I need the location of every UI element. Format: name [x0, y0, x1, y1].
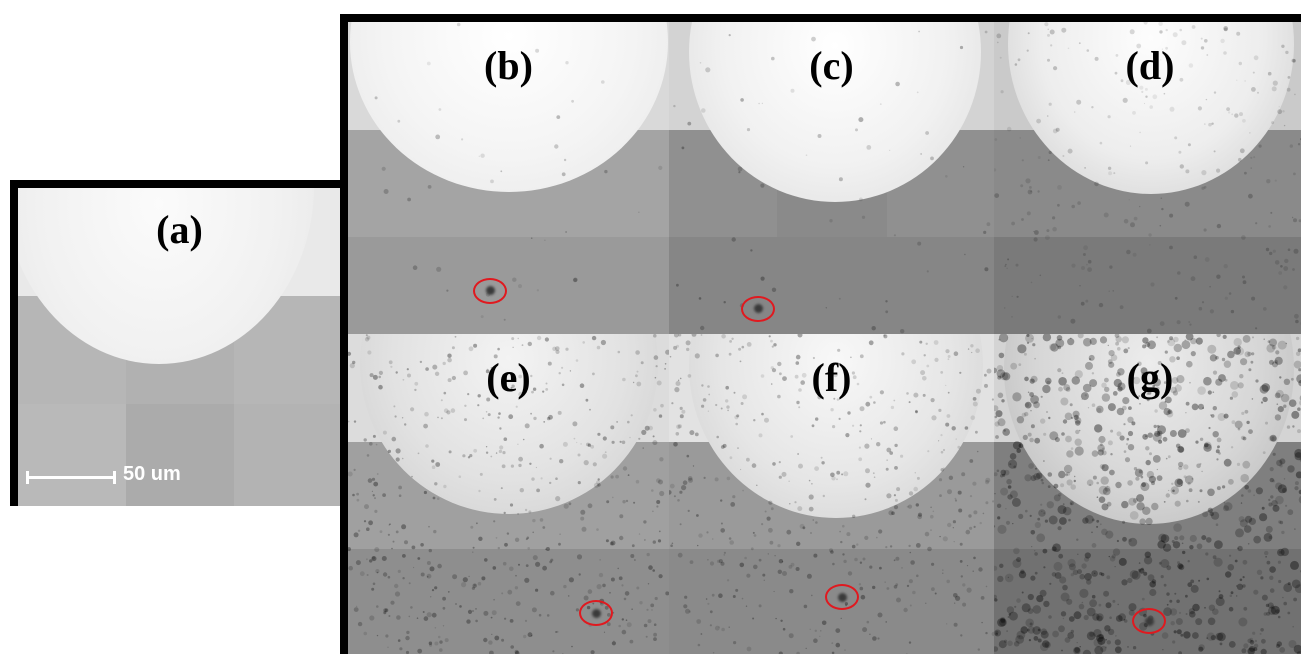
- panel-a-image: (a) 50 um: [18, 188, 341, 506]
- panel-e-image: (e): [348, 334, 669, 654]
- marker-circle: [741, 296, 775, 322]
- marker-circle: [1132, 608, 1166, 634]
- panel-g-label: (g): [994, 358, 1301, 398]
- panel-f-label: (f): [669, 358, 994, 398]
- panels-grid-frame: (b) (c) (d) (e): [340, 14, 1301, 654]
- marker-circle: [579, 600, 613, 626]
- panel-a-frame: (a) 50 um: [10, 180, 341, 506]
- panel-a-label: (a): [18, 210, 341, 250]
- panel-c-image: (c): [669, 22, 994, 334]
- panel-b-label: (b): [348, 46, 669, 86]
- panel-c-label: (c): [669, 46, 994, 86]
- panel-d-label: (d): [994, 46, 1301, 86]
- marker-circle: [825, 584, 859, 610]
- panel-b-image: (b): [348, 22, 669, 334]
- panel-e-label: (e): [348, 358, 669, 398]
- panel-f-image: (f): [669, 334, 994, 654]
- panel-d-image: (d): [994, 22, 1301, 334]
- scale-bar: [26, 476, 116, 479]
- scale-bar-label: 50 um: [123, 464, 181, 484]
- marker-circle: [473, 278, 507, 304]
- panel-g-image: (g): [994, 334, 1301, 654]
